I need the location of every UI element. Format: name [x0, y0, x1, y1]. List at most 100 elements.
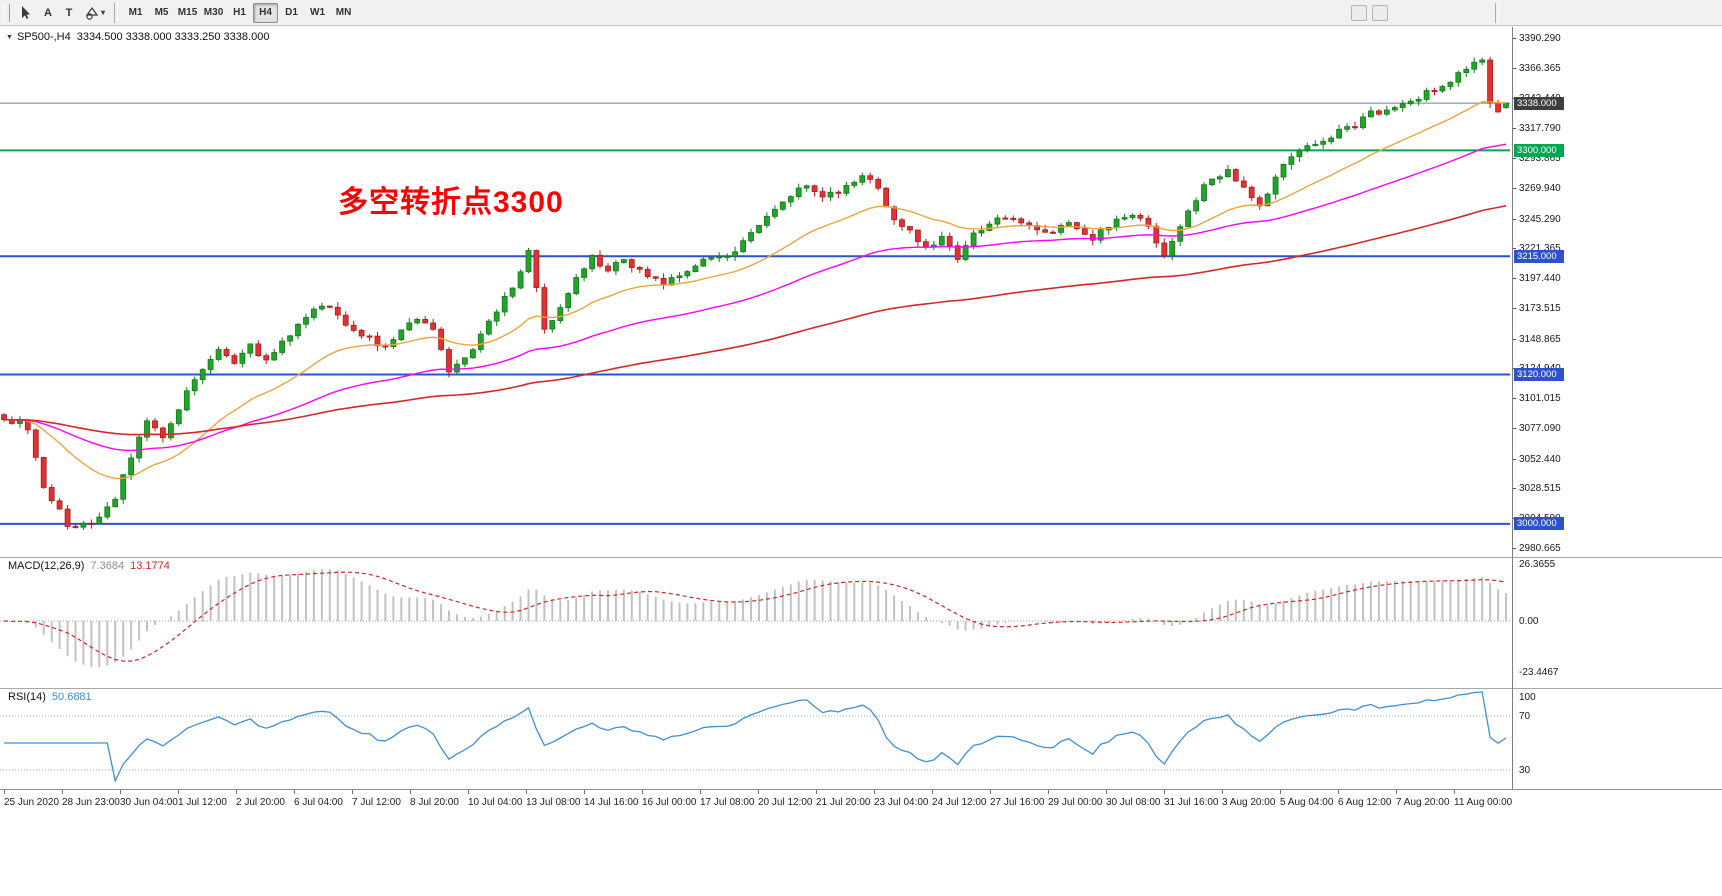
price-tick-mark: [1513, 248, 1516, 249]
cursor-icon: [22, 6, 30, 19]
toolbar-extra-button-2[interactable]: [1372, 4, 1389, 21]
macd-label: MACD(12,26,9) 7.3684 13.1774: [8, 560, 176, 572]
chart-title: ▼ SP500-,H4 3334.500 3338.000 3333.250 333…: [6, 31, 275, 43]
time-tick-mark: [120, 790, 121, 794]
time-axis-label: 31 Jul 16:00: [1164, 797, 1219, 808]
timeframe-m1-button[interactable]: M1: [128, 7, 143, 18]
rsi-axis-label: 30: [1519, 765, 1531, 776]
time-tick-mark: [1396, 790, 1397, 794]
timeframe-m30-button[interactable]: M30: [203, 7, 224, 18]
price-tick-mark: [1513, 188, 1516, 189]
timeframe-m5-button[interactable]: M5: [154, 7, 169, 18]
time-axis-label: 7 Jul 12:00: [352, 797, 401, 808]
time-tick-mark: [410, 790, 411, 794]
time-tick-mark: [178, 790, 179, 794]
price-level-badge-3300.000: 3300.000: [1514, 144, 1564, 157]
mid-ma-line: [3, 143, 1507, 452]
time-tick-mark: [874, 790, 875, 794]
macd-axis-label: 26.3655: [1519, 559, 1556, 570]
macd-panel[interactable]: MACD(12,26,9) 7.3684 13.1774: [0, 558, 1511, 688]
panel-separator[interactable]: [0, 557, 1722, 558]
toolbar-grip[interactable]: [4, 3, 10, 22]
macd-signal-line: [3, 571, 1507, 662]
rsi-value: 50.6881: [51, 691, 92, 703]
text-tool-icon: A: [44, 6, 52, 19]
timeframe-mn-button[interactable]: MN: [335, 7, 352, 18]
text-label-tool-icon: T: [65, 6, 73, 19]
price-tick-label: 3317.790: [1519, 123, 1561, 134]
time-tick-mark: [4, 790, 5, 794]
chart-ohlc-values: 3334.500 3338.000 3333.250 3338.000: [76, 31, 270, 43]
price-tick-mark: [1513, 128, 1516, 129]
time-axis-label: 27 Jul 16:00: [990, 797, 1045, 808]
toolbar-separator: [114, 2, 119, 23]
time-axis-label: 29 Jul 00:00: [1048, 797, 1103, 808]
price-tick-mark: [1513, 158, 1516, 159]
time-tick-mark: [1106, 790, 1107, 794]
price-tick-mark: [1513, 219, 1516, 220]
time-axis-label: 5 Aug 04:00: [1280, 797, 1334, 808]
panel-separator[interactable]: [0, 688, 1722, 689]
time-axis-label: 8 Jul 20:00: [410, 797, 459, 808]
price-tick-label: 3269.940: [1519, 183, 1561, 194]
price-axis[interactable]: 3390.2903366.3653342.4403317.7903293.865…: [1512, 27, 1722, 789]
time-tick-mark: [932, 790, 933, 794]
timeframe-d1-button[interactable]: D1: [285, 7, 298, 18]
time-axis-label: 14 Jul 16:00: [584, 797, 639, 808]
time-axis-label: 21 Jul 20:00: [816, 797, 871, 808]
time-axis-label: 30 Jun 04:00: [120, 797, 178, 808]
price-tick-mark: [1513, 38, 1516, 39]
time-axis-label: 11 Aug 00:00: [1454, 797, 1513, 808]
text-label-tool-button[interactable]: T: [59, 3, 79, 23]
toolbar: A T ▾ M1 M5 M15 M30 H1 H4 D1 W1 MN: [0, 0, 1722, 26]
rsi-line: [4, 691, 1507, 783]
time-tick-mark: [1164, 790, 1165, 794]
price-tick-mark: [1513, 398, 1516, 399]
shapes-tool-button[interactable]: ▾: [80, 3, 109, 23]
price-tick-mark: [1513, 428, 1516, 429]
time-axis-label: 7 Aug 20:00: [1396, 797, 1450, 808]
price-tick-mark: [1513, 548, 1516, 549]
candlestick-chart[interactable]: [0, 27, 1510, 557]
price-tick-mark: [1513, 339, 1516, 340]
price-level-badge-3338.000: 3338.000: [1514, 97, 1564, 110]
time-tick-mark: [294, 790, 295, 794]
time-axis-label: 23 Jul 04:00: [874, 797, 929, 808]
timeframe-group: M1 M5 M15 M30 H1 H4 D1 W1 MN: [123, 2, 356, 23]
chart-annotation-text[interactable]: 多空转折点3300: [338, 186, 564, 219]
toolbar-separator-right: [1495, 3, 1499, 23]
fast-ma-line: [3, 101, 1506, 480]
chart-symbol-period: SP500-,H4: [16, 31, 71, 43]
time-tick-mark: [468, 790, 469, 794]
price-tick-label: 3052.440: [1519, 454, 1561, 465]
timeframe-w1-button[interactable]: W1: [310, 7, 326, 18]
slow-ma-line: [3, 205, 1507, 436]
price-tick-label: 3221.365: [1519, 243, 1561, 254]
time-axis-label: 3 Aug 20:00: [1222, 797, 1276, 808]
rsi-panel[interactable]: RSI(14) 50.6881: [0, 689, 1511, 788]
timeframe-h4-button[interactable]: H4: [253, 2, 279, 23]
rsi-axis-label: 100: [1519, 692, 1536, 703]
macd-histogram: [10, 569, 1507, 668]
price-tick-label: 3197.440: [1519, 273, 1561, 284]
price-tick-mark: [1513, 278, 1516, 279]
level-lines-layer[interactable]: [0, 102, 1510, 525]
price-chart-panel[interactable]: ▼ SP500-,H4 3334.500 3338.000 3333.250 333…: [0, 27, 1511, 557]
timeframe-h1-button[interactable]: H1: [233, 7, 246, 18]
price-tick-label: 3366.365: [1519, 63, 1561, 74]
text-tool-button[interactable]: A: [38, 3, 58, 23]
chart-menu-arrow-icon[interactable]: ▼: [6, 34, 13, 41]
macd-main-value: 7.3684: [90, 560, 125, 572]
time-axis-label: 20 Jul 12:00: [758, 797, 813, 808]
time-tick-mark: [1048, 790, 1049, 794]
time-axis-label: 1 Jul 12:00: [178, 797, 227, 808]
rsi-axis-label: 70: [1519, 711, 1531, 722]
timeframe-m15-button[interactable]: M15: [177, 7, 198, 18]
price-tick-label: 2980.665: [1519, 543, 1561, 554]
toolbar-extra-button-1[interactable]: [1351, 4, 1368, 21]
macd-axis-label: 0.00: [1519, 616, 1539, 627]
cursor-tool-button[interactable]: [14, 3, 37, 23]
time-axis-label: 6 Jul 04:00: [294, 797, 343, 808]
time-axis[interactable]: 25 Jun 2020 28 Jun 23:00 30 Jun 04:00 1 Jul…: [0, 789, 1722, 896]
